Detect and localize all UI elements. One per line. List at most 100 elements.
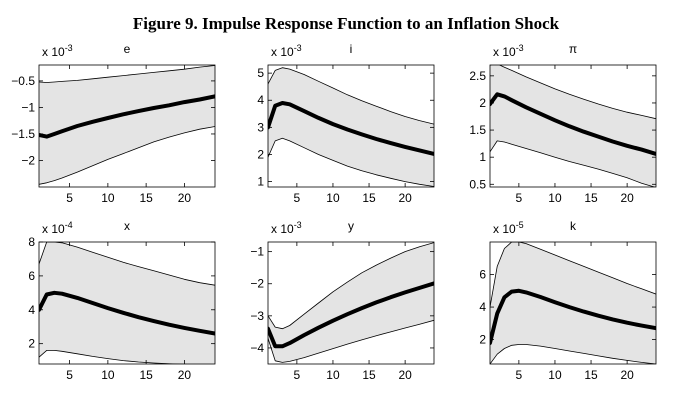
scale-multiplier: x 10-3 (493, 43, 524, 59)
confidence-band (39, 65, 215, 185)
y-tick-label: 4 (28, 303, 35, 317)
y-tick-label: 8 (28, 235, 35, 249)
scale-multiplier: x 10-3 (42, 43, 73, 59)
x-tick-label: 5 (66, 368, 73, 382)
panel-title: x (124, 219, 130, 233)
y-tick-label: 1 (257, 175, 264, 189)
panel-title: π (569, 42, 577, 56)
x-tick-label: 20 (620, 368, 634, 382)
band-upper-line (490, 65, 656, 120)
y-tick-label: −3 (250, 309, 264, 323)
plot-area (39, 242, 215, 364)
y-tick-label: 0.5 (469, 177, 486, 191)
panel-title: e (124, 42, 131, 56)
panel-title: i (350, 42, 353, 56)
y-tick-label: 2 (28, 337, 35, 351)
y-tick-label: −4 (250, 341, 264, 355)
panel-title: y (348, 219, 354, 233)
x-tick-label: 20 (620, 191, 634, 205)
plot-area (490, 242, 656, 364)
panel-1: 5 10 15 20 −2 −1.5 −1 −0.5 x 10-3 e (11, 42, 216, 205)
plot-area (490, 65, 656, 187)
x-tick-label: 10 (548, 191, 562, 205)
band-upper-line (268, 67, 434, 125)
median-line (268, 101, 434, 156)
plot-area (268, 67, 434, 187)
y-tick-label: 4 (479, 300, 486, 314)
band-lower-line (268, 137, 434, 187)
x-tick-label: 20 (178, 191, 192, 205)
y-tick-label: 2 (479, 96, 486, 110)
x-tick-label: 5 (66, 191, 73, 205)
axes-frame (38, 241, 216, 365)
y-tick-label: 4 (257, 93, 264, 107)
band-upper-line (268, 242, 434, 330)
y-tick-label: 6 (28, 269, 35, 283)
x-tick-label: 5 (294, 368, 301, 382)
band-lower-line (490, 344, 656, 364)
x-tick-label: 10 (101, 191, 115, 205)
x-tick-label: 15 (584, 191, 598, 205)
panel-5: 5 10 15 20 −4 −3 −2 −1 x 10-3 y (250, 219, 435, 382)
x-tick-label: 15 (139, 368, 153, 382)
x-tick-label: 10 (101, 368, 115, 382)
confidence-band (39, 242, 215, 364)
band-lower-line (268, 319, 434, 363)
panel-title: k (570, 219, 577, 233)
scale-multiplier: x 10-3 (271, 220, 302, 236)
axes-frame (38, 64, 216, 188)
median-line (490, 92, 656, 156)
y-tick-label: −2 (250, 277, 264, 291)
band-lower-line (490, 140, 656, 187)
x-tick-label: 5 (516, 191, 523, 205)
scale-multiplier: x 10-3 (271, 43, 302, 59)
panel-2: 5 10 15 20 1 2 3 4 5 x 10-3 i (257, 42, 435, 205)
y-tick-label: 3 (257, 120, 264, 134)
axes-frame (489, 64, 657, 188)
x-tick-label: 15 (362, 191, 376, 205)
confidence-band (268, 67, 434, 187)
y-tick-label: 2.5 (469, 69, 486, 83)
median-line (39, 94, 215, 139)
x-tick-label: 10 (326, 368, 340, 382)
x-tick-label: 15 (584, 368, 598, 382)
median-line (490, 288, 656, 345)
panel-6: 5 10 15 20 2 4 6 x 10-5 k (479, 219, 657, 382)
scale-multiplier: x 10-5 (493, 220, 524, 236)
x-tick-label: 15 (139, 191, 153, 205)
y-tick-label: 5 (257, 66, 264, 80)
y-tick-label: −1 (250, 245, 264, 259)
y-tick-label: 2 (257, 147, 264, 161)
y-tick-label: 1.5 (469, 123, 486, 137)
axes-frame (267, 64, 435, 188)
panel-4: 5 10 15 20 2 4 6 8 x 10-4 x (28, 219, 216, 382)
y-tick-label: 6 (479, 268, 486, 282)
axes-frame (489, 241, 657, 365)
x-tick-label: 10 (326, 191, 340, 205)
scale-multiplier: x 10-4 (42, 220, 73, 236)
confidence-band (490, 242, 656, 364)
plot-area (268, 242, 434, 363)
band-lower-line (39, 349, 188, 364)
band-upper-line (39, 65, 215, 83)
axes-frame (267, 241, 435, 365)
median-line (39, 290, 215, 336)
confidence-band (268, 242, 434, 363)
y-tick-label: −1 (21, 100, 35, 114)
x-tick-label: 20 (178, 368, 192, 382)
y-tick-label: 1 (479, 150, 486, 164)
x-tick-label: 5 (294, 191, 301, 205)
y-tick-label: −2 (21, 153, 35, 167)
figure-title: Figure 9. Impulse Response Function to a… (132, 14, 560, 33)
x-tick-label: 5 (516, 368, 523, 382)
x-tick-label: 20 (398, 191, 412, 205)
x-tick-label: 20 (398, 368, 412, 382)
x-tick-label: 10 (548, 368, 562, 382)
y-tick-label: −1.5 (11, 127, 35, 141)
plot-area (39, 65, 215, 185)
y-tick-label: 2 (479, 333, 486, 347)
panel-3: 5 10 15 20 0.5 1 1.5 2 2.5 x 10-3 π (469, 42, 657, 205)
median-line (268, 281, 434, 349)
band-lower-line (39, 126, 215, 185)
